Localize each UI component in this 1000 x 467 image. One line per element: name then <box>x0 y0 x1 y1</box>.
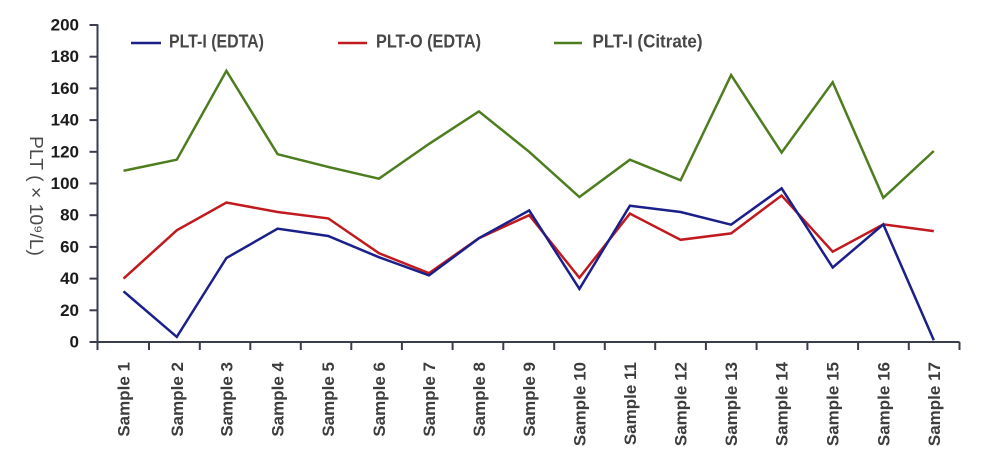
svg-text:140: 140 <box>51 111 79 130</box>
svg-text:Sample 6: Sample 6 <box>370 362 389 437</box>
svg-text:Sample 12: Sample 12 <box>672 362 691 446</box>
svg-text:80: 80 <box>60 206 79 225</box>
svg-text:Sample 8: Sample 8 <box>470 362 489 437</box>
svg-text:Sample 7: Sample 7 <box>420 362 439 437</box>
svg-text:40: 40 <box>60 269 79 288</box>
svg-text:PLT ( × 10⁹/L): PLT ( × 10⁹/L) <box>26 136 46 256</box>
svg-text:PLT-I (Citrate): PLT-I (Citrate) <box>593 32 703 52</box>
svg-text:Sample 5: Sample 5 <box>319 362 338 437</box>
svg-text:PLT-O (EDTA): PLT-O (EDTA) <box>376 32 481 52</box>
svg-text:60: 60 <box>60 237 79 256</box>
svg-text:Sample 3: Sample 3 <box>217 362 236 437</box>
svg-text:Sample 17: Sample 17 <box>925 362 944 446</box>
svg-text:100: 100 <box>51 174 79 193</box>
svg-text:0: 0 <box>70 333 79 352</box>
svg-text:Sample 14: Sample 14 <box>773 361 792 446</box>
svg-text:120: 120 <box>51 142 79 161</box>
svg-text:Sample 1: Sample 1 <box>115 362 134 437</box>
svg-text:Sample 9: Sample 9 <box>520 362 539 437</box>
svg-text:Sample 15: Sample 15 <box>824 362 843 446</box>
svg-text:Sample 11: Sample 11 <box>621 362 640 445</box>
svg-text:20: 20 <box>60 301 79 320</box>
svg-text:Sample 13: Sample 13 <box>722 362 741 446</box>
svg-text:Sample 4: Sample 4 <box>269 361 288 436</box>
svg-text:Sample 16: Sample 16 <box>874 362 893 446</box>
svg-text:Sample 2: Sample 2 <box>168 362 187 437</box>
svg-text:Sample 10: Sample 10 <box>570 362 589 446</box>
svg-text:180: 180 <box>51 47 79 66</box>
svg-text:200: 200 <box>51 16 79 35</box>
svg-text:160: 160 <box>51 79 79 98</box>
svg-text:PLT-I (EDTA): PLT-I (EDTA) <box>169 32 264 52</box>
